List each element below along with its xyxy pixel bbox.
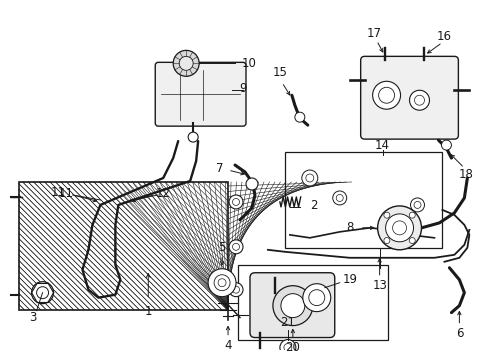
Circle shape (232, 243, 239, 250)
Text: 4: 4 (224, 339, 231, 352)
FancyBboxPatch shape (360, 57, 457, 139)
Circle shape (332, 191, 346, 205)
Circle shape (279, 339, 295, 356)
Text: 8: 8 (346, 221, 353, 234)
Circle shape (408, 90, 428, 110)
Text: 11: 11 (59, 188, 74, 201)
Circle shape (272, 286, 312, 325)
Circle shape (378, 87, 394, 103)
Circle shape (228, 195, 243, 209)
Circle shape (413, 202, 420, 208)
Circle shape (302, 284, 330, 312)
Circle shape (232, 198, 239, 206)
Bar (238, 265, 387, 339)
Text: 16: 16 (436, 30, 451, 43)
Text: 21: 21 (280, 316, 295, 329)
Circle shape (385, 214, 413, 242)
Circle shape (228, 240, 243, 254)
Circle shape (284, 343, 291, 351)
Text: 2: 2 (309, 199, 317, 212)
Circle shape (280, 294, 304, 318)
FancyBboxPatch shape (249, 273, 334, 338)
Text: 3: 3 (29, 311, 36, 324)
Circle shape (336, 194, 343, 202)
Circle shape (377, 206, 421, 250)
Text: 15: 15 (272, 66, 287, 79)
Circle shape (232, 286, 239, 293)
Circle shape (228, 283, 243, 297)
Circle shape (188, 132, 198, 142)
Circle shape (32, 282, 53, 303)
Text: 6: 6 (455, 327, 462, 340)
Text: 9: 9 (239, 82, 246, 95)
Circle shape (173, 50, 199, 76)
Circle shape (441, 140, 450, 150)
Text: 18: 18 (458, 167, 473, 180)
Circle shape (383, 238, 389, 244)
Circle shape (308, 290, 324, 306)
Circle shape (408, 212, 414, 218)
Circle shape (245, 178, 258, 190)
Text: 5: 5 (218, 241, 225, 254)
Circle shape (410, 198, 424, 212)
Circle shape (414, 95, 424, 105)
Circle shape (294, 112, 304, 122)
Circle shape (214, 275, 229, 291)
Circle shape (372, 81, 400, 109)
Text: 13: 13 (371, 279, 386, 292)
Bar (285, 152, 442, 248)
Text: 11: 11 (50, 186, 65, 199)
Text: 7: 7 (216, 162, 224, 175)
Circle shape (392, 221, 406, 235)
Circle shape (305, 174, 313, 182)
Text: 19: 19 (342, 273, 357, 286)
Text: 10: 10 (242, 57, 256, 70)
Text: 20: 20 (285, 341, 300, 354)
Circle shape (208, 269, 236, 297)
Circle shape (383, 212, 389, 218)
Text: 17: 17 (366, 27, 381, 40)
Circle shape (408, 238, 414, 244)
Circle shape (218, 279, 225, 287)
Bar (19, 182, 227, 310)
Text: 14: 14 (374, 139, 389, 152)
Circle shape (179, 57, 193, 70)
Circle shape (301, 170, 317, 186)
Text: 12: 12 (155, 188, 170, 201)
Circle shape (37, 287, 48, 299)
FancyBboxPatch shape (155, 62, 245, 126)
Text: 1: 1 (144, 305, 152, 318)
